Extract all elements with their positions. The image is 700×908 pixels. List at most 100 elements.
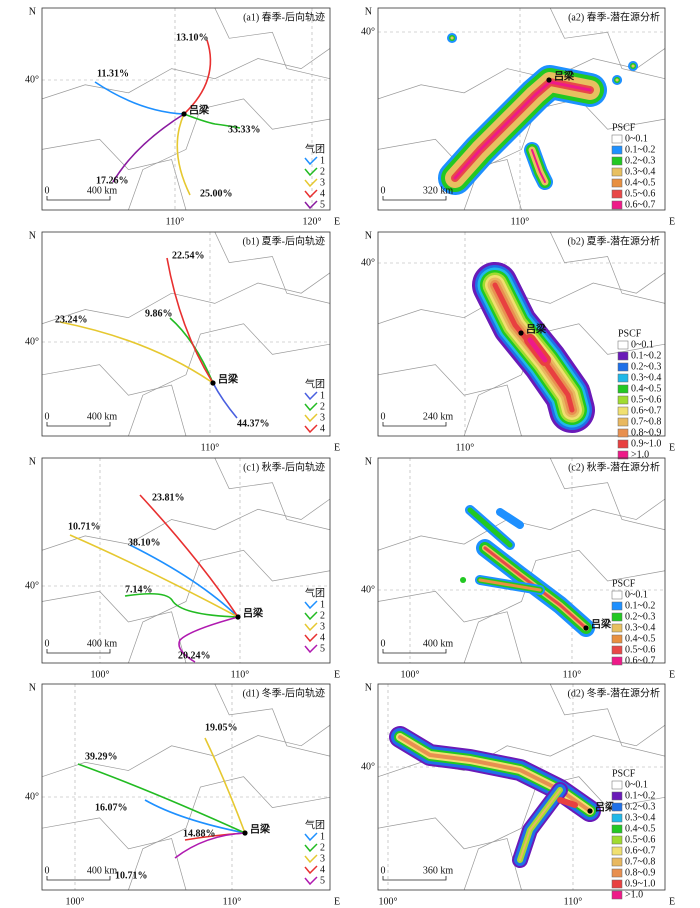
boundary: [128, 98, 330, 210]
panel-frame: [41, 231, 331, 437]
legend-swatch: [611, 645, 623, 655]
legend-label: 0.2~0.3: [625, 155, 655, 166]
trajectory: [166, 257, 214, 384]
legend-swatch: [611, 178, 623, 188]
trajectory: [212, 382, 238, 419]
city-label: 吕梁: [595, 800, 616, 813]
scale-zero: 0: [45, 638, 50, 649]
boundary: [42, 724, 330, 778]
panel-title: (a1) 春季-后向轨迹: [243, 10, 325, 23]
trajectory-label: 19.05%: [205, 722, 238, 733]
legend-label: 5: [320, 199, 325, 210]
legend-symbol: [304, 633, 318, 643]
pscf-area: [557, 797, 578, 808]
legend-swatch: [611, 145, 623, 155]
legend-swatch: [611, 200, 623, 210]
legend-title: PSCF: [612, 768, 636, 779]
boundary: [549, 684, 665, 757]
scale-bar: [46, 422, 111, 427]
lon-label: 110°: [166, 216, 185, 227]
legend-title: PSCF: [612, 578, 636, 589]
pscf-area: [519, 789, 561, 861]
legend-label: 0.2~0.3: [631, 361, 661, 372]
scale-zero: 0: [381, 638, 386, 649]
legend-label: 0.1~0.2: [631, 350, 661, 361]
legend-swatch: [611, 824, 623, 834]
legend-label: 0.6~0.7: [625, 199, 655, 210]
north-label: N: [29, 456, 36, 467]
city-label: 吕梁: [591, 617, 612, 630]
scale-distance: 240 km: [423, 411, 454, 422]
legend-swatch: [611, 857, 623, 867]
legend-symbol: [304, 876, 318, 886]
legend-swatch: [617, 450, 629, 460]
trajectory: [69, 534, 239, 618]
scale-distance: 400 km: [87, 865, 118, 876]
legend-label: 0.1~0.2: [625, 144, 655, 155]
legend-swatch: [611, 189, 623, 199]
legend-swatch: [617, 417, 629, 427]
legend-label: 0.5~0.6: [631, 394, 661, 405]
panel-frame: [41, 683, 331, 891]
boundary: [42, 364, 187, 436]
lat-label: 40°: [25, 336, 39, 347]
city-marker: [210, 380, 216, 386]
boundary: [214, 684, 330, 757]
boundary: [214, 232, 330, 304]
city-marker: [242, 830, 248, 836]
legend-swatch: [611, 846, 623, 856]
legend-label: 3: [320, 177, 325, 188]
city-label: 吕梁: [243, 606, 264, 619]
legend-swatch: [611, 868, 623, 878]
legend-swatch: [617, 351, 629, 361]
panel-title: (a2) 春季-潜在源分析: [568, 10, 660, 23]
scale-zero: 0: [381, 411, 386, 422]
legend-swatch: [617, 384, 629, 394]
boundary: [549, 458, 665, 531]
pscf-area: [453, 80, 592, 180]
legend-symbol: [304, 600, 318, 610]
scale-zero: 0: [45, 411, 50, 422]
trajectory-label: 11.31%: [97, 68, 129, 79]
legend-label: 0.1~0.2: [625, 790, 655, 801]
map-content: [378, 8, 665, 210]
legend-symbol: [304, 402, 318, 412]
scale-distance: 400 km: [87, 638, 118, 649]
city-label: 吕梁: [250, 822, 271, 835]
legend-label: 0.6~0.7: [631, 405, 661, 416]
legend-label: 0.2~0.3: [625, 801, 655, 812]
trajectory-label: 13.10%: [176, 32, 209, 43]
legend-label: 0.1~0.2: [625, 600, 655, 611]
panel-title: (d1) 冬季-后向轨迹: [243, 686, 326, 699]
legend-symbol: [304, 391, 318, 401]
boundary: [378, 817, 522, 890]
panel-frame: [377, 683, 666, 891]
trajectory: [204, 737, 246, 834]
lon-label: 110°: [563, 669, 582, 680]
trajectory: [174, 832, 246, 859]
trajectory-label: 20.24%: [178, 650, 211, 661]
trajectory-label: 38.10%: [128, 537, 161, 548]
legend-label: 0.8~0.9: [625, 867, 655, 878]
trajectory: [94, 81, 185, 115]
legend-symbol: [304, 424, 318, 434]
boundary: [42, 48, 330, 100]
legend-symbol: [304, 413, 318, 423]
legend-swatch: [617, 439, 629, 449]
trajectory: [139, 494, 239, 618]
legend-label: >1.0: [625, 889, 643, 900]
north-label: N: [29, 6, 36, 17]
boundary: [42, 272, 330, 325]
lon-label: 120°: [303, 216, 322, 227]
legend-swatch: [611, 634, 623, 644]
legend-symbol: [304, 644, 318, 654]
legend-label: 2: [320, 166, 325, 177]
boundary: [42, 138, 187, 210]
city-marker: [583, 625, 589, 631]
city-marker: [181, 111, 187, 117]
legend-label: 5: [320, 875, 325, 886]
legend-swatch: [611, 780, 623, 790]
legend-symbol: [304, 832, 318, 842]
lon-label: 110°: [223, 896, 242, 907]
